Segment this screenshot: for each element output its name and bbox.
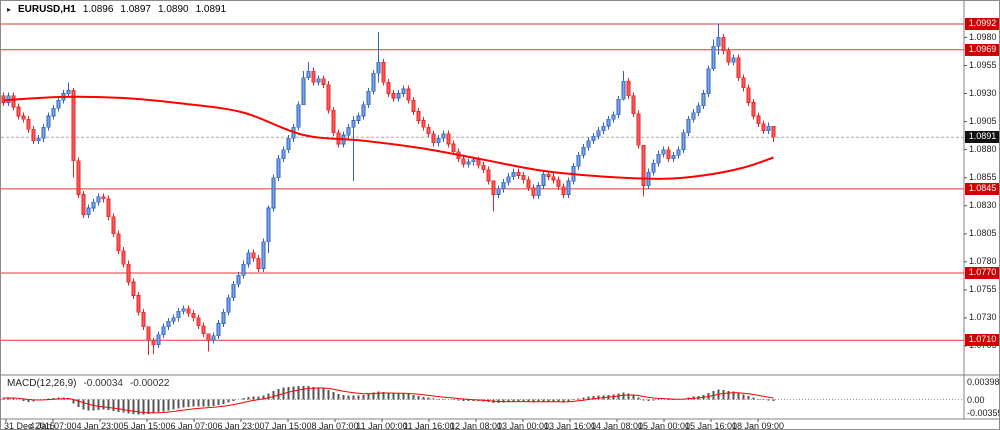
time-axis-label: 15 Jan 16:00 [685,421,738,430]
time-axis-label: 4 Jan 07:00 [29,421,77,430]
price-axis-label: 1.0955 [969,60,997,70]
level-price-label: 1.0992 [965,18,999,30]
level-price-label: 1.0770 [965,267,999,279]
time-axis-label: 13 Jan 16:00 [544,421,597,430]
symbol-marker-icon: ▸ [7,4,12,14]
macd-axis-label: 0.00 [967,395,985,405]
ohlc-high-value: 1.0897 [120,4,151,15]
ohlc-close-value: 1.0891 [195,4,227,15]
time-axis-label: 15 Jan 00:00 [638,421,691,430]
macd-main-value: -0.00034 [83,378,123,389]
time-axis-label: 5 Jan 15:00 [123,421,171,430]
time-axis-label: 6 Jan 07:00 [170,421,218,430]
macd-indicator-label: MACD(12,26,9) [7,378,77,389]
time-axis-label: 6 Jan 23:00 [217,421,265,430]
price-axis-label: 1.0855 [969,172,997,182]
price-axis-label: 1.0980 [969,32,997,42]
chart-header: ▸ EURUSD,H1 1.0896 1.0897 1.0890 1.0891 [7,4,226,15]
level-price-label: 1.0710 [965,334,999,346]
time-axis-label: 31 Dec 2015 [4,421,56,430]
price-axis-label: 1.0905 [969,116,997,126]
time-axis-label: 12 Jan 08:00 [450,421,503,430]
macd-axis-label: 0.00398 [967,377,1000,387]
level-price-label: 1.0845 [965,183,999,195]
ohlc-open-value: 1.0896 [82,4,114,15]
price-axis-label: 1.0830 [969,200,997,210]
time-axis-label: 4 Jan 23:00 [76,421,124,430]
price-axis-label: 1.0880 [969,144,997,154]
time-axis-label: 7 Jan 15:00 [264,421,312,430]
time-axis-label: 8 Jan 07:00 [311,421,359,430]
price-axis-label: 1.0930 [969,88,997,98]
price-axis-label: 1.0805 [969,228,997,238]
price-axis-label: 1.0730 [969,312,997,322]
time-axis-label: 18 Jan 09:00 [732,421,785,430]
macd-signal-value: -0.00022 [129,378,170,389]
time-axis-label: 14 Jan 08:00 [591,421,644,430]
level-price-label: 1.0969 [965,44,999,56]
current-price-label: 1.0891 [965,131,999,143]
time-axis-label: 11 Jan 00:00 [356,421,408,430]
price-axis-label: 1.0780 [969,256,997,266]
symbol-period-label: EURUSD,H1 [18,4,76,15]
macd-header: MACD(12,26,9) -0.00034 -0.00022 [7,378,169,389]
macd-axis-label: -0.00355 [967,408,1000,418]
price-axis-label: 1.0755 [969,284,997,294]
ohlc-low-value: 1.0890 [158,4,189,15]
time-axis-label: 11 Jan 16:00 [403,421,455,430]
time-axis-label: 13 Jan 00:00 [497,421,550,430]
